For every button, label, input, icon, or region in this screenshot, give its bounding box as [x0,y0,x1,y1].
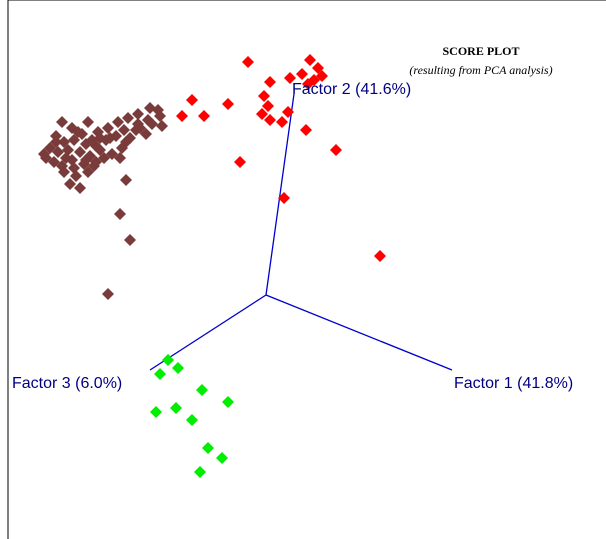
data-point [198,110,210,122]
data-point [296,68,308,80]
data-point [196,384,208,396]
factor-1-axis [265,294,453,371]
data-point [74,146,86,158]
factor-2-label: Factor 2 (41.6%) [292,81,411,98]
data-point [258,90,270,102]
data-point [82,166,94,178]
data-point [134,122,146,134]
data-point [282,106,294,118]
data-point [104,132,116,144]
data-point [58,166,70,178]
data-point [264,114,276,126]
data-point [316,70,328,82]
data-point [176,110,188,122]
data-point [124,234,136,246]
data-point [82,116,94,128]
data-point [242,56,254,68]
data-point [122,112,134,124]
data-point [194,466,206,478]
data-point [90,156,102,168]
data-point [114,152,126,164]
data-point [186,94,198,106]
data-point [116,142,128,154]
data-point [216,452,228,464]
factor-axes [149,93,453,371]
data-point [304,54,316,66]
data-point [154,368,166,380]
data-point [144,102,156,114]
factor-3-label: Factor 3 (6.0%) [12,375,122,392]
axis-labels: Factor 1 (41.8%) Factor 2 (41.6%) Factor… [12,81,573,392]
data-point [64,178,76,190]
data-point [262,100,274,112]
data-point [38,148,50,160]
data-point [80,154,92,166]
data-point [302,78,314,90]
data-point [124,132,136,144]
data-point [156,120,168,132]
data-point [154,110,166,122]
factor-1-label: Factor 1 (41.8%) [454,375,573,392]
data-point [256,108,268,120]
data-point [374,250,386,262]
score-points [38,54,386,478]
data-point [186,414,198,426]
data-point [330,144,342,156]
data-point [50,136,62,148]
data-point [146,118,158,130]
data-point [56,116,68,128]
data-point [150,406,162,418]
data-point [170,402,182,414]
data-point [118,124,130,136]
data-point [102,288,114,300]
data-point [222,396,234,408]
data-point [112,116,124,128]
data-point [264,76,276,88]
data-point [102,122,114,134]
chart-title: SCORE PLOT [442,44,519,58]
data-point [74,182,86,194]
data-point [300,124,312,136]
data-point [52,146,64,158]
data-point [276,116,288,128]
data-point [278,192,290,204]
data-point [72,126,84,138]
data-point [132,108,144,120]
data-point [120,174,132,186]
data-point [162,354,174,366]
data-point [60,152,72,164]
chart-subtitle: (resulting from PCA analysis) [409,63,552,77]
factor-2-axis [265,93,295,296]
data-point [284,72,296,84]
data-point [86,134,98,146]
data-point [234,156,246,168]
data-point [222,98,234,110]
plot-frame [7,0,606,539]
data-point [172,362,184,374]
data-point [202,442,214,454]
data-point [68,162,80,174]
data-point [114,208,126,220]
